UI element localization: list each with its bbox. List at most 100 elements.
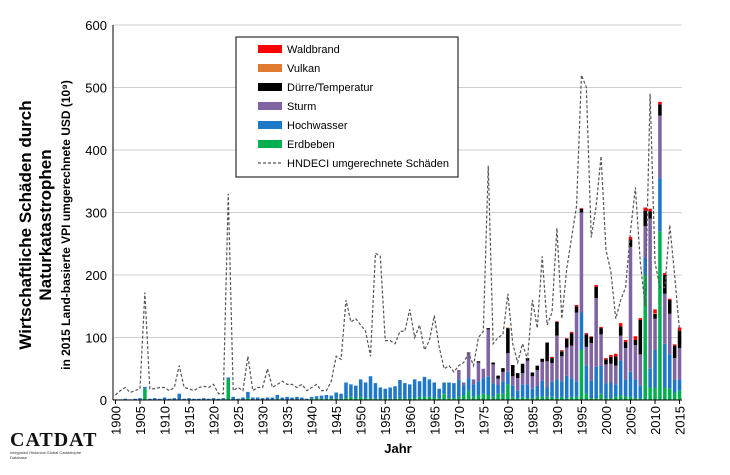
x-tick-label: 1930 <box>256 406 271 435</box>
bar-segment-hochwasser <box>677 379 682 391</box>
bar-segment-erdbeben <box>511 396 515 400</box>
bar-segment-erdbeben <box>476 395 481 400</box>
bar-segment-d-rre-temperatur <box>672 345 677 359</box>
bar-segment-erdbeben <box>506 384 510 400</box>
bar-segment-erdbeben <box>579 350 584 400</box>
bar-segment-erdbeben <box>564 398 569 400</box>
bar-segment-hochwasser <box>555 379 559 399</box>
bar-segment-hochwasser <box>407 384 412 399</box>
bar-segment-hochwasser <box>633 379 638 399</box>
bar-segment-hochwasser <box>383 388 388 399</box>
bar-segment-d-rre-temperatur <box>594 286 598 299</box>
y-tick-label: 500 <box>85 81 107 96</box>
bar-segment-hochwasser <box>663 343 667 388</box>
x-tick-label: 1955 <box>378 406 393 435</box>
bar-segment-hochwasser <box>442 382 446 394</box>
bar-segment-sturm <box>614 365 618 385</box>
bar-segment-erdbeben <box>314 398 319 400</box>
legend-swatch <box>258 102 282 110</box>
bar-segment-sturm <box>540 361 544 381</box>
bar-segment-erdbeben <box>437 398 441 400</box>
x-tick-label: 1970 <box>452 406 467 435</box>
bar-segment-erdbeben <box>481 393 486 400</box>
bar-segment-sturm <box>466 353 471 379</box>
y-tick-label: 0 <box>100 393 107 408</box>
bar-segment-d-rre-temperatur <box>560 351 564 357</box>
bar-segment-d-rre-temperatur <box>638 320 643 355</box>
bar-segment-sturm <box>663 293 667 344</box>
bar-segment-sturm <box>457 370 461 380</box>
bar-segment-erdbeben <box>491 396 495 400</box>
bar-segment-d-rre-temperatur <box>584 334 589 347</box>
bar-segment-sturm <box>643 226 647 258</box>
bar-segment-sturm <box>491 364 495 384</box>
bar-segment-hochwasser <box>314 396 319 399</box>
bar-segment-erdbeben <box>653 387 657 400</box>
bar-segment-d-rre-temperatur <box>506 328 510 354</box>
y-tick-labels: 0 100 200 300 400 500 600 <box>85 18 107 408</box>
bar-segment-d-rre-temperatur <box>604 359 608 365</box>
bar-segment-waldbrand <box>677 327 682 331</box>
bar-segment-hochwasser <box>653 350 657 388</box>
y-axis-title-line1: Wirtschaftliche Schäden durch <box>16 100 35 349</box>
bar-segment-erdbeben <box>383 398 388 400</box>
bar-segment-d-rre-temperatur <box>476 361 481 363</box>
bar-segment-waldbrand <box>560 350 564 351</box>
bar-segment-vulkan <box>560 350 564 352</box>
bar-segment-d-rre-temperatur <box>496 375 500 379</box>
bar-segment-sturm <box>609 363 613 383</box>
bar-segment-d-rre-temperatur <box>658 104 662 116</box>
bar-segment-erdbeben <box>623 396 628 400</box>
bar-segment-waldbrand <box>550 356 554 359</box>
bar-segment-hochwasser <box>378 387 383 399</box>
bar-segment-sturm <box>555 335 559 380</box>
bar-segment-hochwasser <box>579 312 584 350</box>
y-tick-label: 400 <box>85 143 107 158</box>
axes <box>112 25 682 404</box>
bar-segment-sturm <box>623 348 628 380</box>
bar-segment-hochwasser <box>466 378 471 391</box>
bar-segment-erdbeben <box>398 397 402 400</box>
legend-swatch <box>258 45 282 53</box>
bar-segment-hochwasser <box>206 398 211 400</box>
bar-segment-erdbeben <box>594 398 598 400</box>
bar-segment-hochwasser <box>226 377 231 380</box>
bar-segment-erdbeben <box>648 387 652 400</box>
bar-segment-hochwasser <box>339 393 343 399</box>
bar-segment-sturm <box>501 371 505 382</box>
bar-segment-erdbeben <box>143 388 147 400</box>
bar-segment-hochwasser <box>133 398 137 400</box>
bar-segment-hochwasser <box>535 385 540 397</box>
bar-segment-hochwasser <box>491 383 495 397</box>
bar-segment-erdbeben <box>550 396 554 400</box>
y-tick-label: 100 <box>85 331 107 346</box>
x-tick-label: 1950 <box>354 406 369 435</box>
bar-segment-vulkan <box>653 313 657 314</box>
bar-segment-hochwasser <box>334 392 338 399</box>
x-tick-label: 1960 <box>403 406 418 435</box>
bar-segment-sturm <box>545 361 549 388</box>
bar-segment-sturm <box>594 298 598 367</box>
bar-segment-d-rre-temperatur <box>677 330 682 349</box>
bar-segment-erdbeben <box>447 398 451 400</box>
bar-segment-hochwasser <box>594 366 598 399</box>
bar-segment-erdbeben <box>530 398 535 400</box>
bar-segment-erdbeben <box>520 396 525 400</box>
bar-segment-erdbeben <box>393 398 397 400</box>
bar-segment-hochwasser <box>167 398 172 400</box>
bar-segment-hochwasser <box>569 378 574 397</box>
bar-segment-erdbeben <box>609 398 613 400</box>
bar-segment-erdbeben <box>354 398 358 400</box>
legend-label: Sturm <box>287 101 316 113</box>
legend-label: Dürre/Temperatur <box>287 82 374 94</box>
bar-segment-hochwasser <box>461 385 466 395</box>
bar-segment-sturm <box>535 370 540 386</box>
bar-segment-d-rre-temperatur <box>515 373 520 379</box>
bar-segment-hochwasser <box>667 354 672 389</box>
bar-segment-erdbeben <box>349 396 353 400</box>
bar-segment-hochwasser <box>275 395 280 399</box>
bar-segment-d-rre-temperatur <box>628 239 633 247</box>
bar-segment-d-rre-temperatur <box>564 338 569 348</box>
bar-segment-sturm <box>599 334 603 366</box>
